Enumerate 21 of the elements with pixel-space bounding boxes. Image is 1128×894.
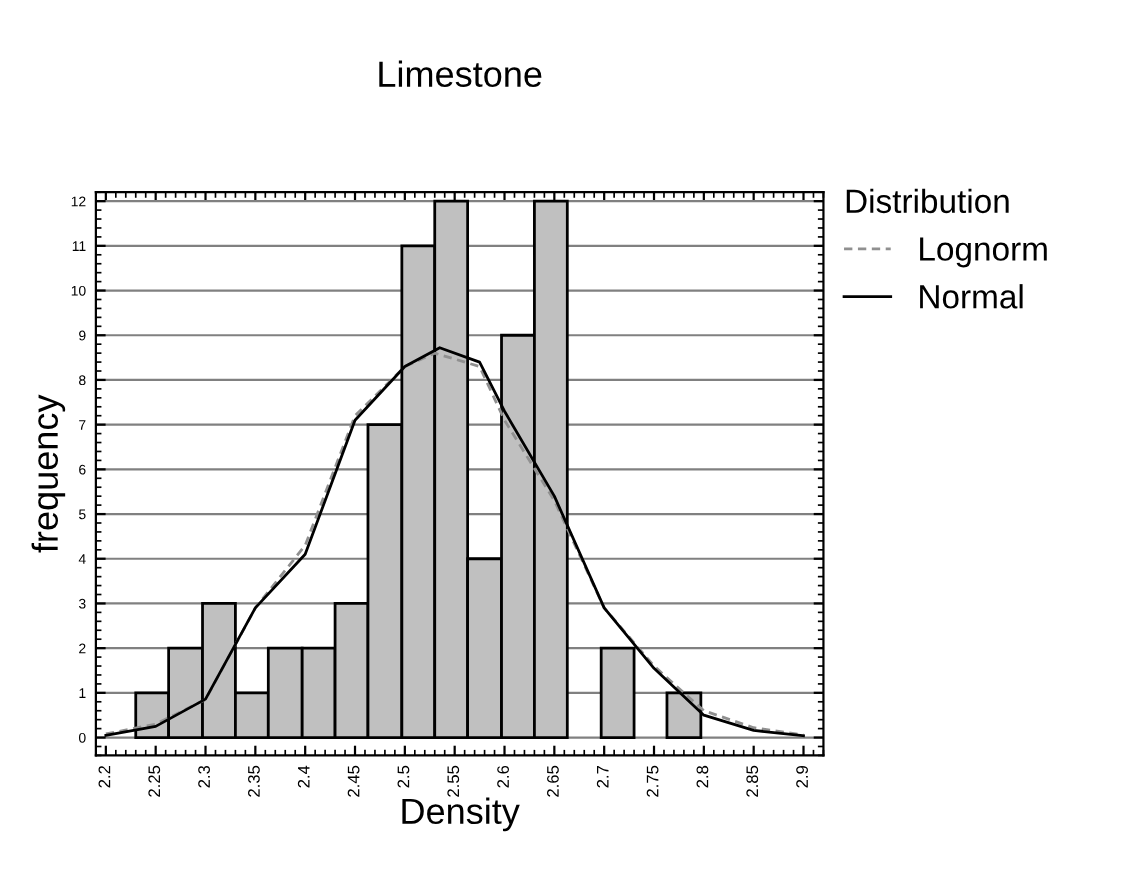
x-tick-label: 2.8: [696, 765, 709, 788]
x-tick-label: 2.5: [397, 765, 410, 788]
x-tick-label: 2.75: [646, 765, 659, 797]
x-tick-label: 2.35: [248, 765, 260, 797]
x-tick-label: 2.25: [148, 765, 161, 797]
x-tick-label: 2.4: [297, 765, 310, 788]
x-tick-label: 2.85: [746, 765, 759, 797]
legend-title: Distribution: [846, 188, 1009, 214]
x-tick-label: 2.45: [347, 765, 360, 797]
legend-label: Normal: [920, 284, 1023, 309]
x-tick-label: 2.65: [547, 765, 559, 797]
y-axis-title: frequency: [31, 394, 66, 553]
x-tick-label: 2.7: [596, 765, 609, 788]
chart-title: Limestone: [379, 60, 542, 88]
x-tick-label: 2.3: [198, 765, 210, 788]
legend-label: Lognorm: [920, 237, 1047, 268]
x-tick-label: 2.55: [447, 765, 460, 797]
x-tick-label: 2.2: [98, 765, 111, 788]
x-tick-label: 2.6: [497, 765, 509, 788]
x-tick-label: 2.9: [796, 765, 808, 788]
x-axis-title: Density: [402, 797, 520, 832]
